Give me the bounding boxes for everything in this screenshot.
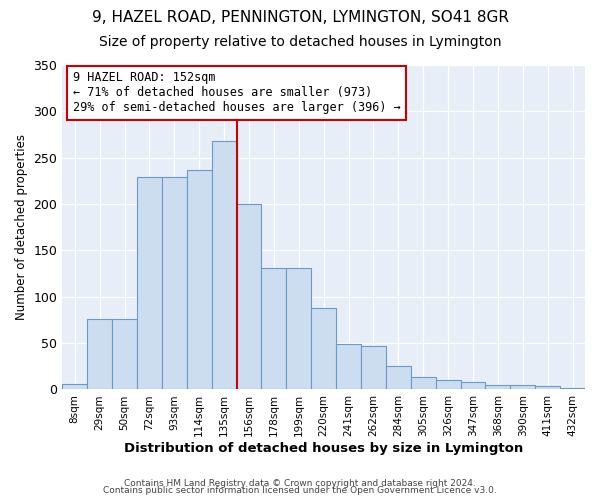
Bar [212,141,236,390]
Bar [87,319,112,390]
Bar [535,386,560,390]
Bar [361,346,386,390]
Text: Contains HM Land Registry data © Crown copyright and database right 2024.: Contains HM Land Registry data © Crown c… [124,478,476,488]
Bar [137,177,162,390]
Bar [311,308,336,390]
Bar [62,384,87,390]
Bar [112,319,137,390]
Y-axis label: Number of detached properties: Number of detached properties [15,134,28,320]
Bar [386,366,411,390]
Bar [511,385,535,390]
Bar [336,344,361,390]
Text: 9 HAZEL ROAD: 152sqm
← 71% of detached houses are smaller (973)
29% of semi-deta: 9 HAZEL ROAD: 152sqm ← 71% of detached h… [73,72,400,114]
Bar [236,204,262,390]
Bar [485,385,511,390]
Text: 9, HAZEL ROAD, PENNINGTON, LYMINGTON, SO41 8GR: 9, HAZEL ROAD, PENNINGTON, LYMINGTON, SO… [91,10,509,25]
Bar [162,177,187,390]
Text: Size of property relative to detached houses in Lymington: Size of property relative to detached ho… [99,35,501,49]
Bar [187,170,212,390]
Bar [262,268,286,390]
Bar [286,268,311,390]
Bar [560,388,585,390]
Bar [411,378,436,390]
Bar [436,380,461,390]
Bar [461,382,485,390]
X-axis label: Distribution of detached houses by size in Lymington: Distribution of detached houses by size … [124,442,523,455]
Text: Contains public sector information licensed under the Open Government Licence v3: Contains public sector information licen… [103,486,497,495]
